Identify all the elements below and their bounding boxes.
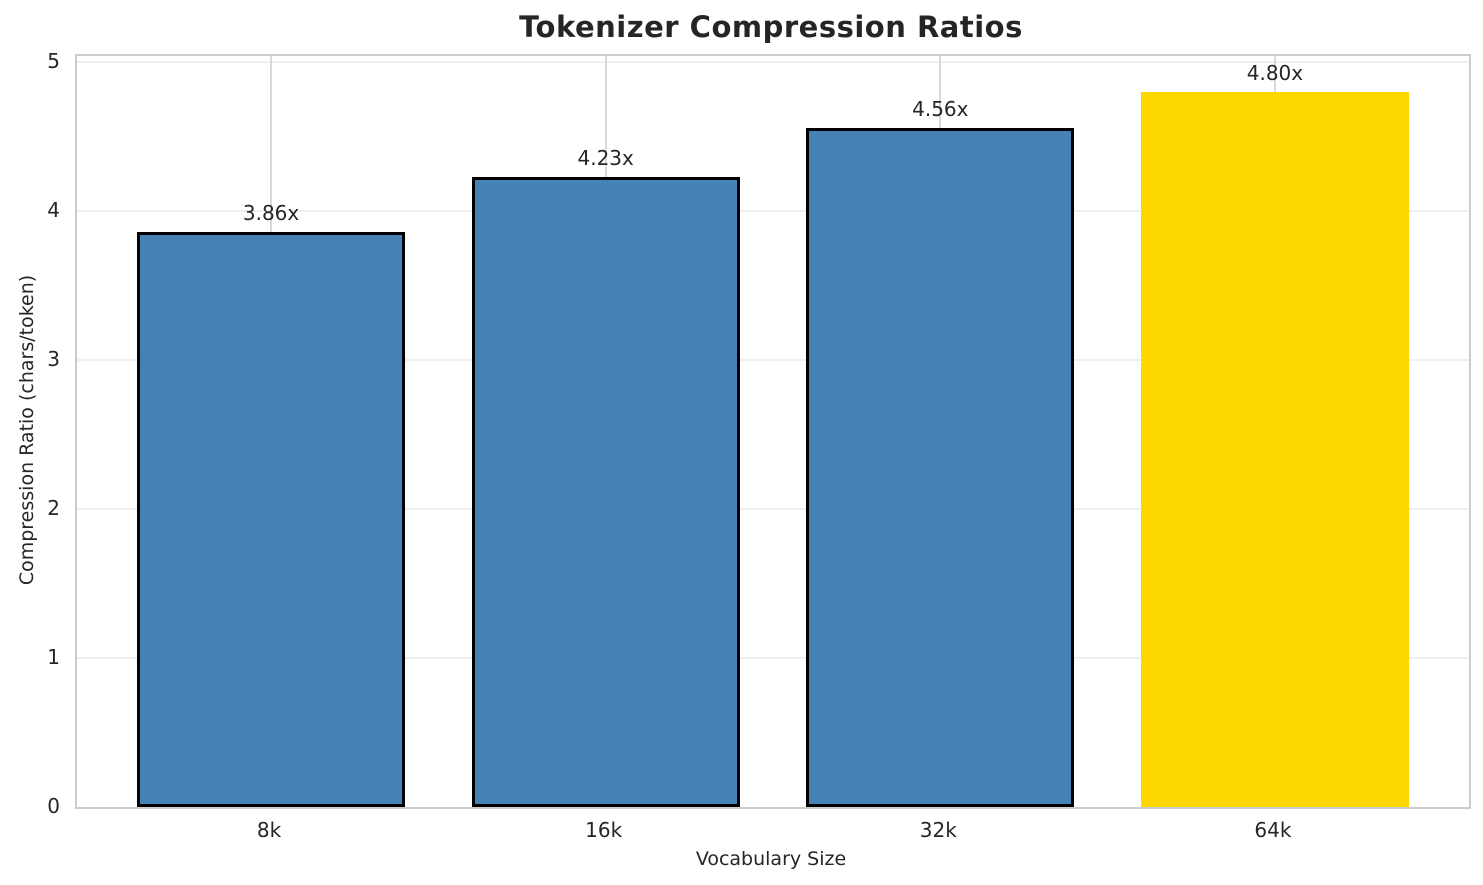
bar-value-label: 4.23x xyxy=(577,145,634,170)
y-tick-label: 3 xyxy=(47,346,60,371)
chart-title: Tokenizer Compression Ratios xyxy=(519,10,1023,44)
x-tick-label: 64k xyxy=(1254,818,1292,842)
y-axis-label: Compression Ratio (chars/token) xyxy=(16,274,38,586)
bar-value-label: 4.56x xyxy=(912,96,969,121)
x-tick-label: 16k xyxy=(585,818,623,842)
bar-16k xyxy=(471,176,740,807)
bar-64k xyxy=(1141,91,1409,807)
y-tick-label: 1 xyxy=(47,644,60,669)
y-tick-label: 4 xyxy=(47,197,60,222)
x-axis-label: Vocabulary Size xyxy=(695,848,847,870)
bar-value-label: 4.80x xyxy=(1246,60,1304,85)
x-tick-label: 32k xyxy=(919,818,957,842)
y-gridline xyxy=(77,358,1469,361)
y-tick-label: 5 xyxy=(47,48,60,73)
y-tick-label: 0 xyxy=(47,794,60,818)
bar-32k xyxy=(806,127,1075,807)
y-gridline xyxy=(77,209,1469,212)
x-tick-label: 8k xyxy=(256,818,282,842)
bar-8k xyxy=(137,231,405,807)
plot-area: 3.86x 4.23x 4.56x 4.80x xyxy=(75,54,1471,809)
y-gridline xyxy=(77,60,1469,63)
y-gridline xyxy=(77,656,1469,659)
bar-value-label: 3.86x xyxy=(242,200,300,225)
y-tick-label: 2 xyxy=(47,495,60,520)
y-gridline xyxy=(77,507,1469,510)
